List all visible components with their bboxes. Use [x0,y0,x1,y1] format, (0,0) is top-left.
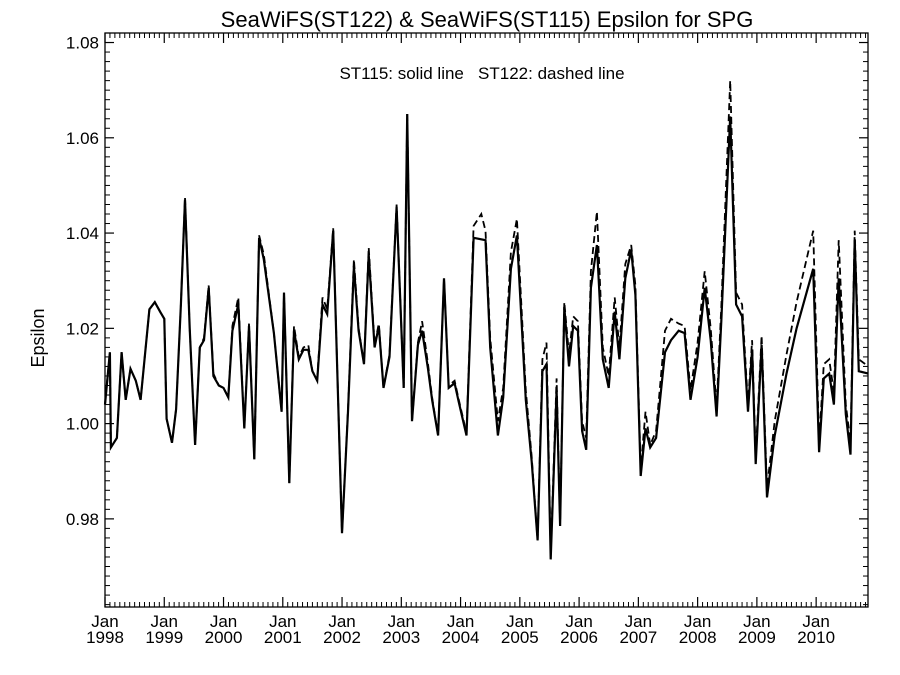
x-tick-year-label: 2007 [619,628,657,647]
x-tick-month-label: Jan [684,612,711,631]
x-tick-year-label: 1998 [86,628,124,647]
y-tick-label: 1.04 [66,224,99,243]
series-line-st122 [104,80,869,555]
x-tick-year-label: 2009 [738,628,776,647]
y-tick-label: 1.08 [66,34,99,53]
plot-frame [104,32,869,608]
x-tick-year-label: 2008 [679,628,717,647]
x-tick-year-label: 1999 [145,628,183,647]
x-tick-year-label: 2002 [323,628,361,647]
x-tick-year-label: 2010 [797,628,835,647]
x-tick-year-label: 2003 [382,628,420,647]
y-tick-label: 1.00 [66,415,99,434]
x-tick-month-label: Jan [91,612,118,631]
chart-annotation: ST115: solid line ST122: dashed line [339,64,624,83]
y-tick-label: 0.98 [66,510,99,529]
x-tick-month-label: Jan [506,612,533,631]
x-tick-month-label: Jan [802,612,829,631]
x-tick-year-label: 2000 [205,628,243,647]
x-tick-month-label: Jan [743,612,770,631]
x-tick-month-label: Jan [565,612,592,631]
plot-area: 0.981.001.021.041.061.08Jan1998Jan1999Ja… [66,32,869,647]
x-tick-month-label: Jan [625,612,652,631]
y-axis-label: Epsilon [28,308,48,367]
x-tick-month-label: Jan [269,612,296,631]
x-tick-year-label: 2005 [501,628,539,647]
x-tick-year-label: 2001 [264,628,302,647]
x-tick-month-label: Jan [388,612,415,631]
y-tick-label: 1.02 [66,319,99,338]
y-tick-label: 1.06 [66,129,99,148]
series-line-st115 [103,113,869,560]
x-tick-year-label: 2004 [442,628,480,647]
x-tick-month-label: Jan [151,612,178,631]
x-tick-year-label: 2006 [560,628,598,647]
chart-title: SeaWiFS(ST122) & SeaWiFS(ST115) Epsilon … [221,7,754,32]
x-tick-month-label: Jan [328,612,355,631]
x-tick-month-label: Jan [210,612,237,631]
x-tick-month-label: Jan [447,612,474,631]
